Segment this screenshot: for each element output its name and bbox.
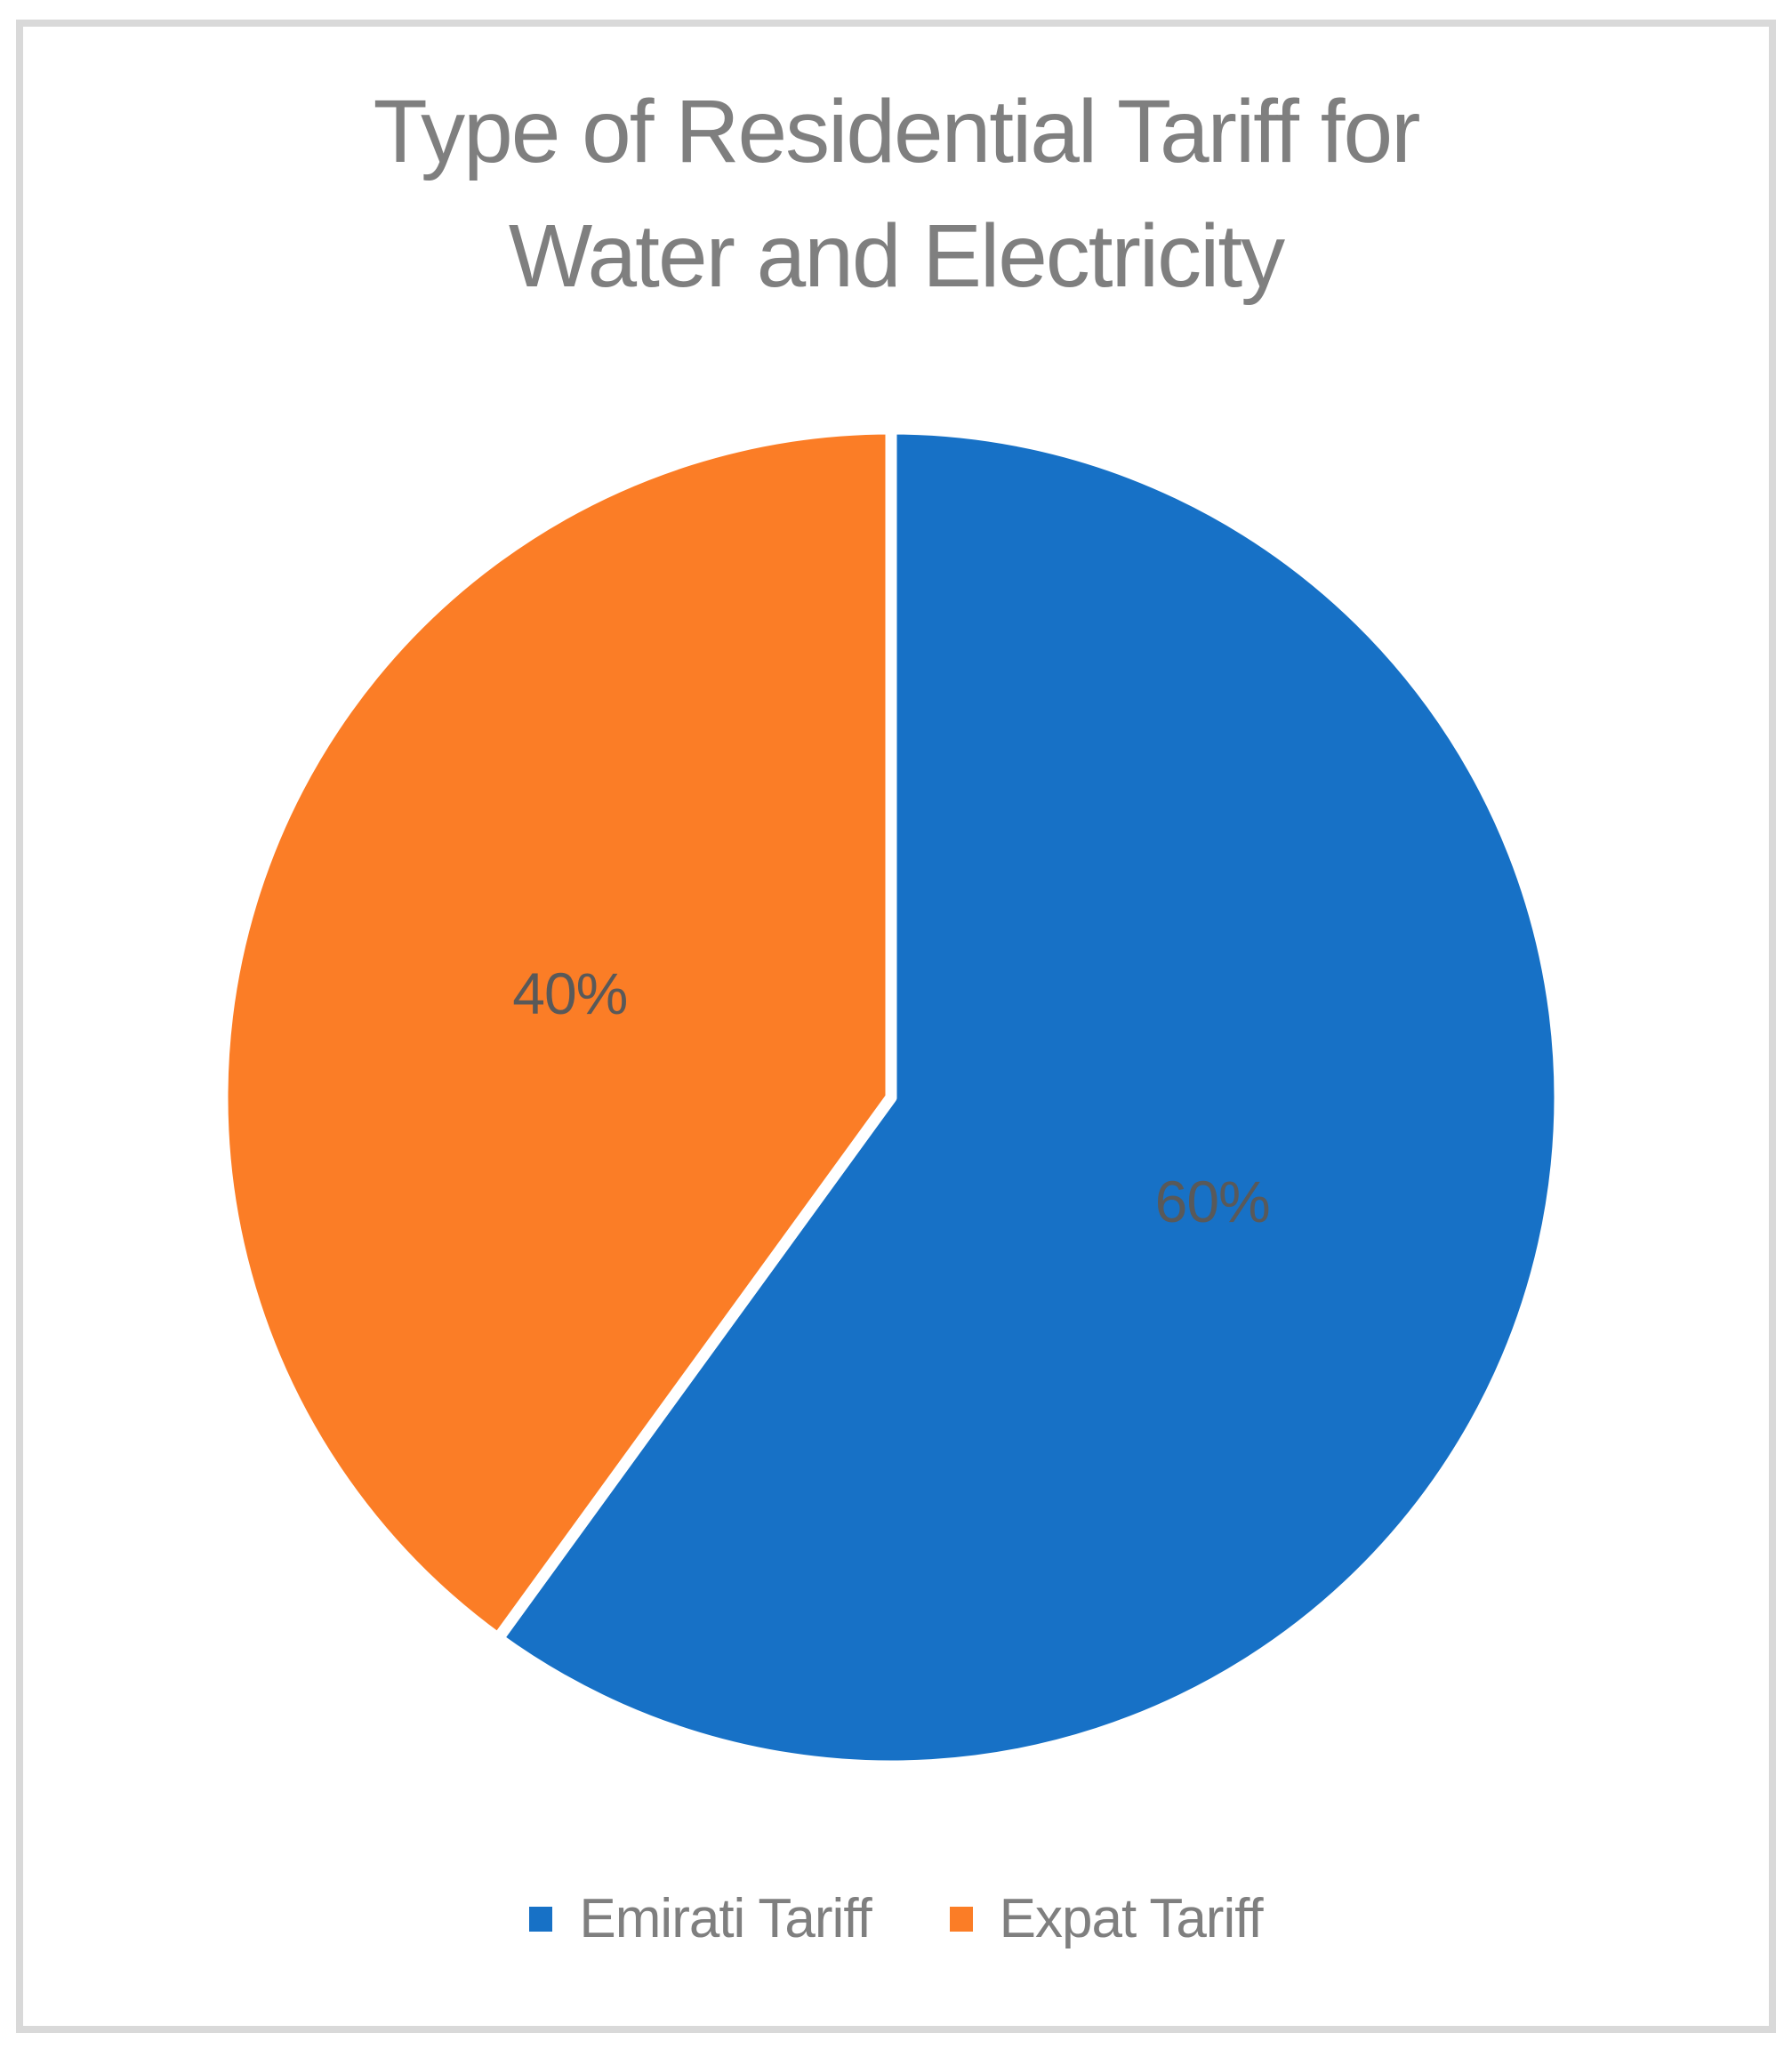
legend-swatch-expat-icon bbox=[949, 1906, 973, 1932]
chart-legend: Emirati Tariff Expat Tariff bbox=[0, 1887, 1792, 1950]
legend-item-expat[interactable]: Expat Tariff bbox=[949, 1887, 1264, 1950]
chart-title: Type of Residential Tariff for Water and… bbox=[0, 69, 1792, 318]
pie-slice-expat-tariff[interactable] bbox=[216, 422, 897, 1644]
chart-title-line-2: Water and Electricity bbox=[508, 206, 1285, 306]
pie-slice-label-emirati: 60% bbox=[1154, 1169, 1271, 1235]
legend-item-emirati[interactable]: Emirati Tariff bbox=[529, 1887, 872, 1950]
chart-title-line-1: Type of Residential Tariff for bbox=[373, 82, 1421, 181]
pie-slice-emirati-tariff[interactable] bbox=[492, 422, 1566, 1772]
legend-label-expat: Expat Tariff bbox=[999, 1888, 1264, 1949]
pie-slice-label-expat: 40% bbox=[512, 960, 628, 1026]
legend-swatch-emirati-icon bbox=[529, 1906, 553, 1932]
legend-label-emirati: Emirati Tariff bbox=[579, 1888, 872, 1949]
